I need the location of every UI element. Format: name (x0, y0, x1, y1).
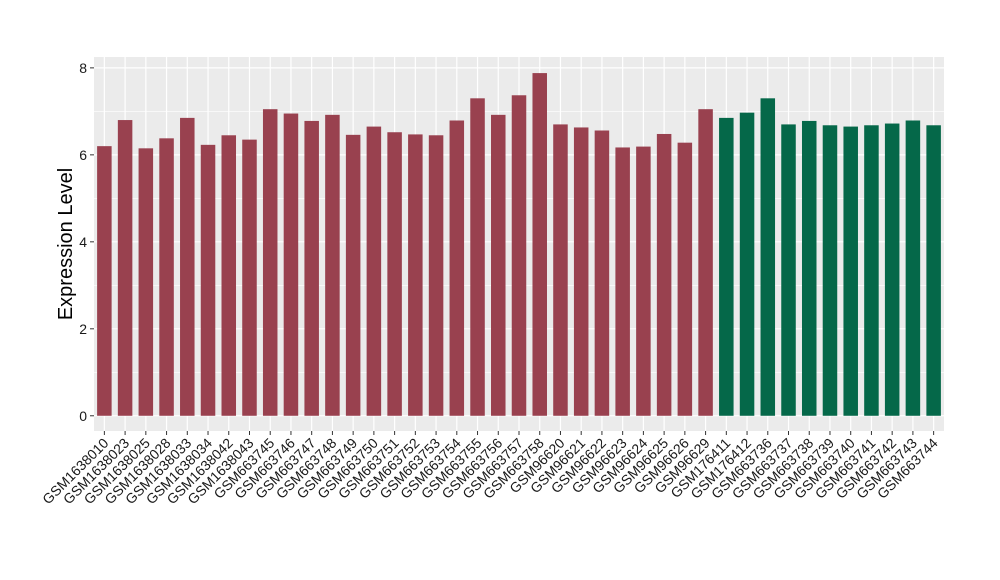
bar-GSM663754 (449, 120, 465, 416)
bar-GSM96622 (594, 130, 610, 416)
bar-GSM663753 (428, 135, 444, 416)
bar-GSM663757 (511, 95, 527, 416)
bar-GSM1638010 (97, 146, 112, 416)
bar-GSM663743 (905, 120, 921, 416)
bar-GSM663752 (408, 134, 423, 416)
bar-GSM663736 (760, 98, 776, 416)
bar-GSM1638023 (117, 120, 133, 416)
bar-GSM176411 (719, 117, 734, 416)
bar-GSM96626 (677, 142, 693, 416)
bar-GSM663746 (283, 113, 299, 416)
bar-GSM663751 (387, 132, 402, 416)
bar-GSM663750 (366, 126, 382, 416)
bar-GSM1638043 (242, 139, 257, 416)
bar-GSM96625 (656, 133, 672, 416)
bar-GSM663747 (304, 120, 319, 416)
bar-GSM663738 (801, 120, 817, 416)
bar-GSM1638028 (159, 138, 174, 416)
bar-GSM1638034 (200, 144, 216, 416)
bar-GSM96629 (698, 109, 713, 416)
bar-GSM663755 (470, 98, 485, 416)
bar-GSM663742 (884, 123, 900, 416)
y-axis: 0 2 4 6 8 (79, 60, 94, 424)
x-axis: GSM1638010GSM1638023GSM1638025GSM1638028… (39, 431, 941, 507)
bar-GSM1638042 (221, 135, 237, 416)
y-tick-label: 8 (79, 60, 87, 76)
y-tick-label: 0 (79, 408, 87, 424)
bar-GSM663748 (325, 114, 340, 416)
bar-GSM1638025 (138, 148, 154, 416)
bar-GSM96623 (615, 147, 630, 416)
bar-GSM663740 (843, 126, 858, 416)
bar-GSM663745 (262, 109, 278, 416)
bar-GSM176412 (739, 112, 755, 416)
bar-GSM663739 (822, 125, 838, 416)
y-axis-title: Expression Level (55, 168, 77, 320)
bar-GSM96621 (573, 127, 589, 416)
bar-GSM663744 (926, 125, 941, 416)
y-tick-label: 2 (79, 321, 87, 337)
bar-GSM96620 (553, 124, 568, 416)
bar-GSM663756 (491, 114, 506, 416)
y-tick-label: 4 (79, 234, 87, 250)
bar-GSM663741 (864, 125, 879, 416)
bar-GSM663749 (345, 134, 361, 416)
bar-GSM1638033 (180, 117, 195, 416)
bar-GSM663737 (781, 124, 796, 416)
bar-GSM96624 (636, 146, 651, 416)
bars (97, 73, 941, 416)
bar-GSM663758 (532, 73, 547, 416)
y-tick-label: 6 (79, 147, 87, 163)
